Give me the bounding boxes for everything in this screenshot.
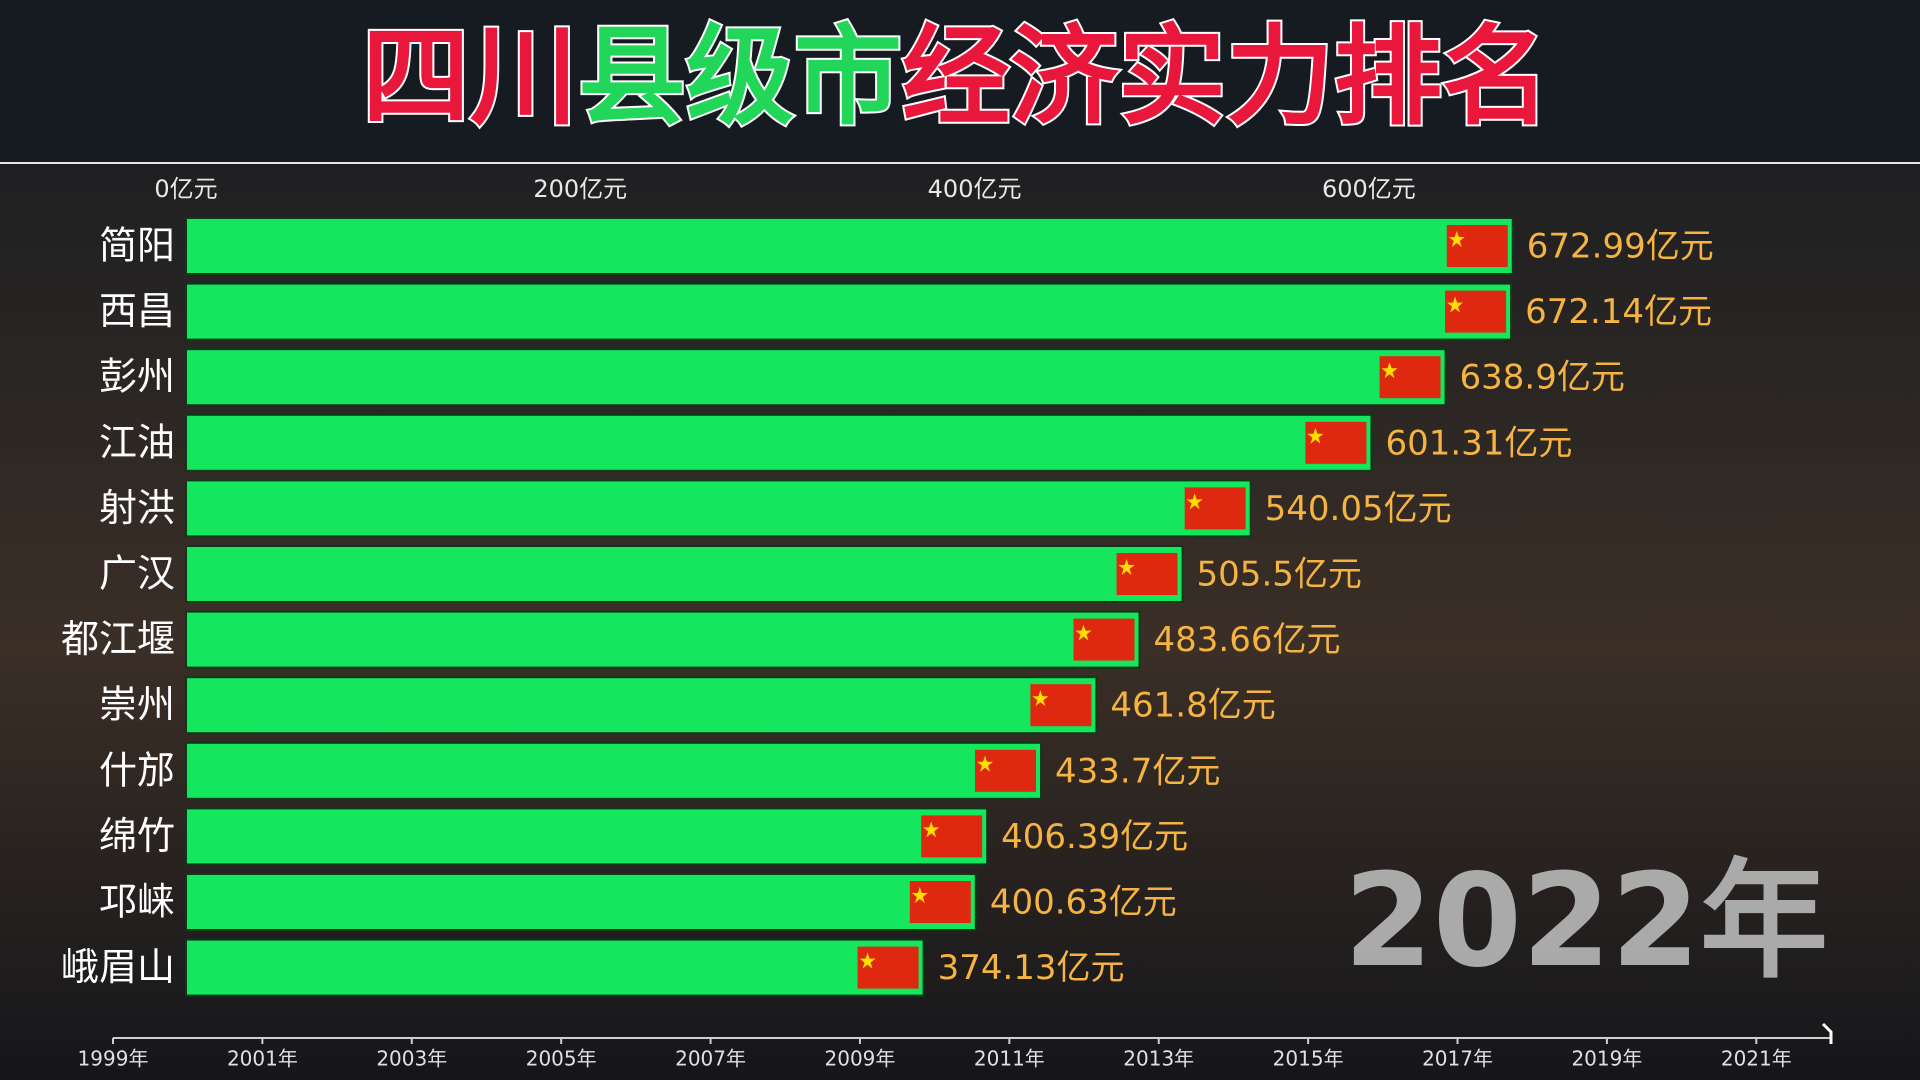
x-tick-label: 400亿元 bbox=[928, 175, 1022, 203]
category-label: 简阳 bbox=[99, 224, 175, 268]
header-band bbox=[0, 0, 1920, 162]
x-tick-label: 0亿元 bbox=[154, 175, 217, 203]
category-label: 都江堰 bbox=[61, 617, 175, 661]
x-tick-label: 600亿元 bbox=[1322, 175, 1416, 203]
category-label: 什邡 bbox=[99, 748, 175, 792]
flag bbox=[921, 815, 983, 858]
flag-star bbox=[911, 887, 928, 903]
current-year: 2022年 bbox=[1344, 847, 1828, 996]
flag bbox=[975, 749, 1037, 792]
value-label: 433.7亿元 bbox=[1055, 751, 1220, 791]
flag-star bbox=[1448, 231, 1465, 247]
bar bbox=[185, 807, 989, 866]
flag bbox=[1379, 356, 1441, 399]
flag bbox=[1184, 487, 1246, 530]
value-label: 400.63亿元 bbox=[990, 883, 1177, 923]
category-label: 绵竹 bbox=[99, 814, 175, 858]
timeline-tick-label: 2005年 bbox=[526, 1047, 597, 1071]
value-label: 540.05亿元 bbox=[1265, 489, 1452, 529]
bar bbox=[185, 741, 1043, 800]
category-label: 江油 bbox=[99, 420, 175, 464]
flag-star bbox=[1186, 493, 1203, 510]
bar bbox=[185, 413, 1373, 472]
flag-star bbox=[1032, 690, 1049, 707]
title-segment: 经济实力排名 bbox=[902, 15, 1550, 140]
title-segment: 四川 bbox=[362, 15, 578, 140]
flag bbox=[1445, 290, 1507, 333]
flag bbox=[1305, 421, 1367, 464]
value-label: 406.39亿元 bbox=[1001, 817, 1188, 857]
flag-star bbox=[1075, 624, 1092, 641]
flag bbox=[1446, 225, 1508, 267]
category-label: 崇州 bbox=[99, 683, 175, 727]
timeline-tick-label: 2001年 bbox=[227, 1047, 298, 1071]
value-label: 672.14亿元 bbox=[1525, 292, 1712, 332]
category-label: 西昌 bbox=[99, 289, 175, 333]
flag bbox=[1030, 684, 1092, 727]
value-label: 638.9亿元 bbox=[1460, 358, 1625, 398]
timeline-tick-label: 2003年 bbox=[376, 1047, 447, 1071]
x-tick-label: 200亿元 bbox=[533, 175, 627, 203]
bar bbox=[185, 938, 925, 997]
category-label: 广汉 bbox=[99, 552, 175, 596]
timeline-tick-label: 2021年 bbox=[1721, 1047, 1792, 1071]
value-label: 505.5亿元 bbox=[1197, 555, 1362, 595]
timeline-tick-label: 2007年 bbox=[675, 1047, 746, 1071]
flag-star bbox=[859, 952, 876, 969]
timeline-tick-label: 2015年 bbox=[1273, 1047, 1344, 1071]
category-label: 射洪 bbox=[99, 486, 175, 530]
timeline-tick-label: 2011年 bbox=[974, 1047, 1045, 1071]
flag-star bbox=[923, 821, 940, 838]
value-label: 461.8亿元 bbox=[1110, 686, 1275, 726]
flag-star bbox=[1381, 362, 1398, 379]
category-label: 峨眉山 bbox=[61, 945, 175, 989]
bar bbox=[185, 282, 1513, 341]
chart-title: 四川县级市经济实力排名 bbox=[362, 15, 1550, 140]
flag-star bbox=[1447, 296, 1464, 313]
title-segment: 县级市 bbox=[578, 15, 902, 140]
value-label: 672.99亿元 bbox=[1527, 227, 1714, 267]
flag bbox=[1116, 553, 1178, 595]
category-label: 彭州 bbox=[99, 355, 175, 399]
timeline-marker bbox=[1821, 1022, 1833, 1044]
flag-star bbox=[1118, 559, 1135, 575]
value-label: 483.66亿元 bbox=[1154, 620, 1341, 660]
flag-star bbox=[1307, 427, 1324, 444]
bar bbox=[185, 217, 1514, 275]
timeline-tick-label: 2013年 bbox=[1123, 1047, 1194, 1071]
timeline-tick-label: 1999年 bbox=[78, 1047, 149, 1071]
flag bbox=[1073, 618, 1135, 661]
bar bbox=[185, 348, 1447, 407]
bar bbox=[185, 545, 1184, 603]
bar bbox=[185, 479, 1252, 538]
value-label: 601.31亿元 bbox=[1385, 423, 1572, 463]
value-label: 374.13亿元 bbox=[938, 948, 1125, 988]
bar bbox=[185, 610, 1141, 669]
timeline-tick-label: 2017年 bbox=[1422, 1047, 1493, 1071]
flag-star bbox=[977, 755, 994, 772]
flag bbox=[857, 946, 919, 989]
timeline-tick-label: 2009年 bbox=[825, 1047, 896, 1071]
flag bbox=[909, 881, 971, 923]
bar bbox=[185, 676, 1098, 735]
timeline-tick-label: 2019年 bbox=[1571, 1047, 1642, 1071]
category-label: 邛崃 bbox=[99, 880, 175, 924]
bar bbox=[185, 873, 977, 931]
